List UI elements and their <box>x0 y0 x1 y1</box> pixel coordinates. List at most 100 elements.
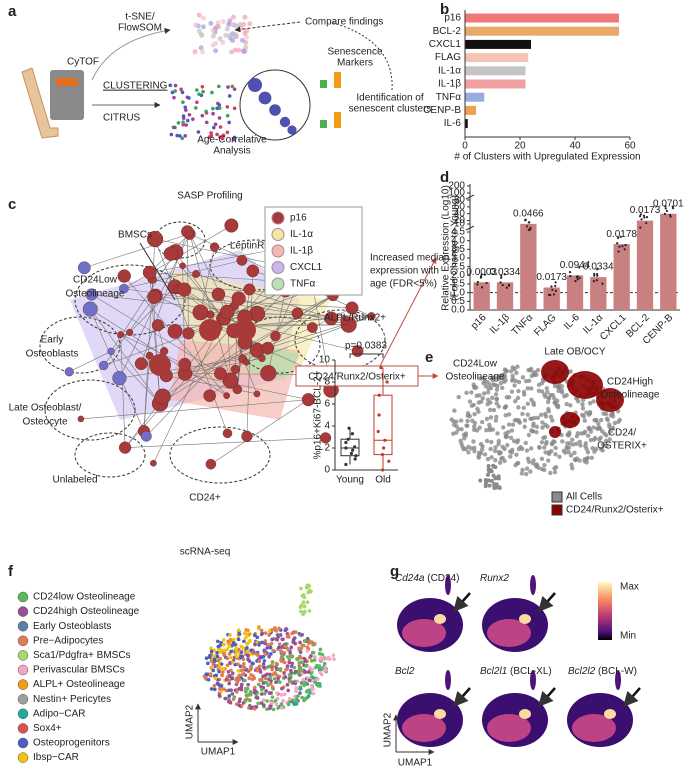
data-label: 0.0944 <box>560 260 591 271</box>
cell <box>261 665 266 670</box>
cell <box>509 389 515 394</box>
bar <box>465 66 526 76</box>
cell <box>532 415 537 421</box>
bar <box>496 282 514 310</box>
cell <box>569 462 574 467</box>
legend-label: Perivascular BMSCs <box>33 665 125 676</box>
cell <box>243 699 248 703</box>
cell <box>247 698 252 702</box>
bracket <box>349 353 384 358</box>
y-tick-label: 10 <box>454 219 466 230</box>
edge <box>153 318 224 464</box>
tsne-dot <box>242 14 248 20</box>
cell <box>561 448 567 454</box>
cell <box>270 695 275 699</box>
network-dot <box>225 113 230 118</box>
cell <box>531 458 536 463</box>
cell <box>477 425 482 430</box>
legend-label: Pre−Adipocytes <box>33 635 103 646</box>
cell <box>219 690 223 694</box>
cell <box>580 402 585 407</box>
cell <box>496 374 501 379</box>
cell <box>515 364 520 369</box>
cell <box>485 390 491 395</box>
cell <box>478 478 483 483</box>
cell <box>283 644 288 649</box>
node <box>306 322 318 333</box>
arrow <box>453 687 471 708</box>
cell <box>568 453 574 458</box>
cell <box>241 671 246 676</box>
cell <box>274 680 278 685</box>
cell <box>262 703 266 707</box>
legend-label: Early Osteoblasts <box>33 621 111 632</box>
cell <box>545 424 550 429</box>
label: Identification of <box>356 93 423 104</box>
y-tick-label: 80 <box>454 195 466 206</box>
network-dot <box>210 90 214 95</box>
cell <box>273 628 278 633</box>
network-dot <box>183 105 188 110</box>
bar <box>613 244 630 310</box>
cell <box>487 427 493 433</box>
cell <box>222 648 227 653</box>
umap-hot <box>402 619 446 647</box>
cell <box>520 411 525 417</box>
cytof-panel <box>56 78 78 86</box>
cell <box>568 403 573 408</box>
point <box>480 286 484 289</box>
point <box>476 283 479 286</box>
node <box>151 319 164 332</box>
point <box>349 451 354 456</box>
cell <box>486 386 491 391</box>
cell <box>280 654 285 659</box>
cell <box>249 706 253 710</box>
cell <box>291 640 296 644</box>
point <box>525 225 529 228</box>
cell <box>502 446 507 452</box>
legend-swatch <box>17 620 29 632</box>
legend-label: IL-1α <box>290 229 313 240</box>
cell <box>237 703 241 707</box>
y-tick-label: p16 <box>444 13 461 24</box>
data-label: 0.0701 <box>653 198 684 209</box>
node <box>242 358 250 366</box>
cell <box>247 676 252 681</box>
legend-label: p16 <box>290 213 307 224</box>
cell <box>548 470 553 476</box>
umap-hot <box>434 614 446 624</box>
cell <box>309 668 314 672</box>
label: CLUSTERING <box>103 81 168 92</box>
network-dot <box>180 136 185 141</box>
point <box>578 266 581 269</box>
node <box>99 360 109 371</box>
cell <box>255 668 260 673</box>
umap-hot <box>604 709 616 719</box>
cell <box>263 676 268 681</box>
cell <box>507 449 513 454</box>
cell <box>491 407 497 413</box>
cell <box>230 692 235 696</box>
point <box>576 278 579 281</box>
point <box>664 207 667 210</box>
cell <box>610 425 616 430</box>
edge <box>297 295 334 314</box>
cell <box>466 450 471 455</box>
cell <box>246 628 250 633</box>
y-tick-label: 10 <box>319 355 331 366</box>
edge <box>246 270 254 437</box>
point <box>524 219 527 222</box>
cell <box>209 687 214 691</box>
legend-swatch <box>17 679 29 690</box>
point <box>501 283 504 287</box>
label: t-SNE/ <box>125 12 155 23</box>
network-dot <box>226 85 230 89</box>
cell <box>491 473 496 478</box>
cell <box>209 649 214 654</box>
axis-title: UMAP2 <box>185 704 196 739</box>
cell <box>513 399 518 404</box>
network-dot <box>200 85 205 89</box>
network-dot <box>193 106 198 110</box>
cell <box>543 411 548 417</box>
cell <box>465 418 470 424</box>
